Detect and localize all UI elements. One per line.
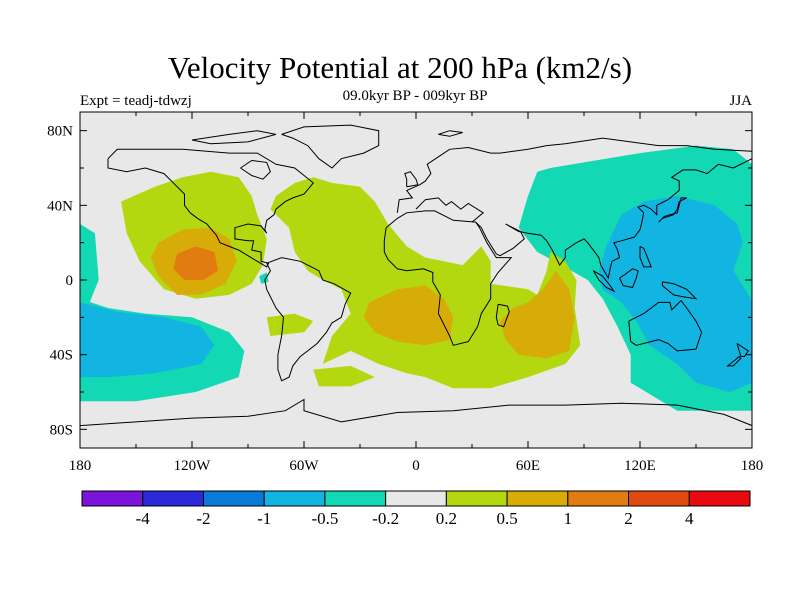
lat-tick-label: 0 — [66, 273, 74, 289]
colorbar-swatch — [688, 490, 751, 507]
coast-sumatra — [592, 270, 616, 293]
coast-borneo — [619, 268, 639, 289]
map-subtitle: 09.0kyr BP - 009kyr BP — [342, 88, 488, 104]
colorbar-label: 4 — [685, 509, 694, 528]
plot-area — [80, 112, 752, 448]
region-wpac-neg-05 — [598, 196, 752, 392]
lat-tick-label: 80N — [47, 124, 73, 140]
longitude-tick-labels: 180 120W 60W 0 60E 120E 180 — [69, 458, 764, 474]
coast-arctic-islands — [191, 130, 277, 145]
coast-japan — [658, 197, 687, 223]
lon-tick-label: 0 — [412, 458, 420, 474]
colorbar-swatch — [628, 490, 690, 507]
coast-mediterranean — [415, 197, 485, 223]
region-soatl-pos-02 — [313, 365, 375, 387]
lat-tick-label: 80S — [50, 422, 73, 438]
coast-hudson-bay — [240, 159, 271, 180]
region-samer-neg-02 — [259, 272, 269, 284]
coast-africa — [383, 210, 513, 346]
colorbar-swatch — [81, 490, 144, 507]
colorbar-label: -4 — [136, 509, 151, 528]
colorbar-swatch — [202, 490, 265, 507]
season-label: JJA — [729, 93, 752, 109]
colorbar-swatch — [506, 490, 569, 507]
region-natl-pos-02 — [270, 177, 581, 389]
lon-tick-label: 60W — [289, 458, 319, 474]
coast-north-america — [107, 148, 315, 268]
colorbar-label: 0.5 — [496, 509, 517, 528]
colorbar-label: 1 — [564, 509, 573, 528]
colorbar-label: -0.5 — [311, 509, 338, 528]
colorbar: -4 -2 -1 -0.5 -0.2 0.2 0.5 1 2 4 — [81, 490, 751, 528]
coast-madagascar — [495, 303, 510, 328]
coast-south-america — [264, 257, 352, 382]
lon-tick-label: 180 — [741, 458, 764, 474]
colorbar-swatch — [263, 490, 326, 507]
coast-arabia-india — [475, 158, 752, 280]
lon-tick-label: 120W — [174, 458, 212, 474]
coast-new-guinea — [661, 281, 698, 300]
coast-antarctica — [80, 398, 752, 427]
colorbar-label: -2 — [196, 509, 210, 528]
colorbar-label: 0.2 — [436, 509, 457, 528]
coast-uk — [404, 171, 419, 188]
lat-tick-label: 40N — [47, 198, 73, 214]
colorbar-swatch — [324, 490, 387, 507]
coast-greenland — [281, 124, 380, 169]
colorbar-label: 2 — [624, 509, 633, 528]
contour-shading — [80, 145, 752, 411]
experiment-label: Expt = teadj-tdwzj — [80, 93, 192, 109]
coastlines — [80, 124, 752, 427]
region-epac-pos-1 — [173, 246, 219, 280]
map-title: Velocity Potential at 200 hPa (km2/s) — [167, 50, 633, 85]
coast-new-zealand — [736, 343, 749, 357]
region-spac-neg-05 — [80, 302, 215, 378]
region-samer-pos-02 — [266, 313, 314, 336]
colorbar-swatch — [445, 490, 508, 507]
region-indo-pos-05 — [500, 270, 575, 359]
lon-tick-label: 180 — [69, 458, 92, 474]
axis-ticks — [79, 112, 753, 448]
lat-tick-label: 40S — [50, 348, 73, 364]
coast-siberia — [565, 137, 752, 152]
coast-philippines — [639, 245, 652, 268]
colorbar-swatch — [385, 490, 447, 507]
colorbar-swatch — [142, 490, 204, 507]
lon-tick-label: 60E — [516, 458, 540, 474]
colorbar-label: -0.2 — [372, 509, 399, 528]
colorbar-swatch — [567, 490, 630, 507]
coast-svalbard — [438, 130, 463, 137]
coast-australia — [628, 299, 703, 352]
coast-nz-south — [726, 356, 742, 367]
region-satl-pos-05 — [363, 285, 454, 346]
coast-europe — [396, 143, 566, 213]
lon-tick-label: 120E — [624, 458, 656, 474]
latitude-tick-labels: 80N 40N 0 40S 80S — [47, 124, 73, 439]
colorbar-label: -1 — [257, 509, 271, 528]
